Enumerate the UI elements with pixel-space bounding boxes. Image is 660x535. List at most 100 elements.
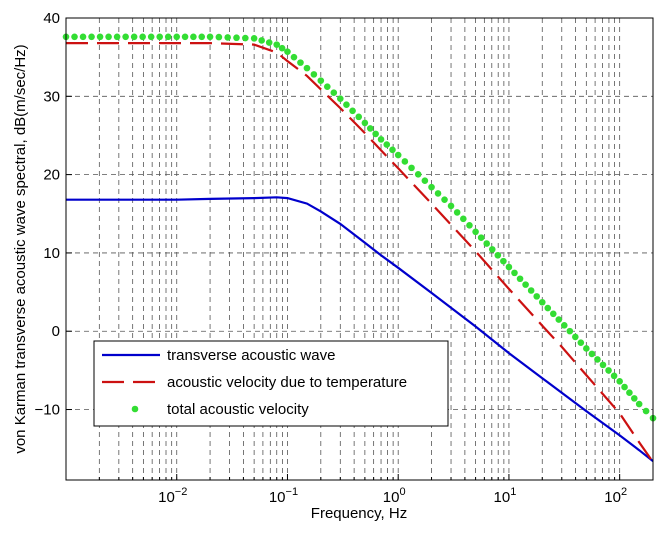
series-layer (62, 33, 657, 463)
series-point-total-acoustic-velocity (361, 119, 369, 127)
series-point-total-acoustic-velocity (494, 251, 502, 259)
axis-ticks: −10 0 10 20 30 40 10−2 10−1 100 101 102 (35, 10, 628, 506)
series-point-total-acoustic-velocity (130, 33, 138, 41)
series-point-total-acoustic-velocity (477, 234, 485, 241)
series-point-total-acoustic-velocity (588, 350, 596, 358)
series-point-total-acoustic-velocity (511, 269, 518, 277)
y-tick-label: 0 (52, 323, 60, 340)
legend-swatch-total-acoustic-velocity (131, 405, 139, 413)
series-point-total-acoustic-velocity (460, 215, 467, 223)
series-point-total-acoustic-velocity (198, 33, 206, 41)
series-point-total-acoustic-velocity (610, 372, 618, 380)
y-tick-label: 30 (43, 88, 60, 105)
series-point-total-acoustic-velocity (372, 130, 379, 138)
series-point-total-acoustic-velocity (258, 37, 265, 44)
series-point-total-acoustic-velocity (555, 316, 563, 323)
series-point-total-acoustic-velocity (577, 339, 585, 346)
plot-frame (65, 17, 654, 481)
series-point-total-acoustic-velocity (96, 33, 104, 41)
series-point-total-acoustic-velocity (441, 196, 448, 203)
series-point-total-acoustic-velocity (505, 263, 513, 271)
series-point-total-acoustic-velocity (566, 327, 574, 335)
y-axis-label: von Karman transverse acoustic wave spec… (12, 44, 29, 453)
series-point-total-acoustic-velocity (366, 125, 374, 132)
series-line-transverse-acoustic-wave (66, 196, 654, 463)
series-point-total-acoustic-velocity (181, 33, 189, 41)
series-point-total-acoustic-velocity (324, 83, 331, 90)
series-point-total-acoustic-velocity (434, 190, 442, 197)
x-tick-label: 100 (383, 486, 406, 506)
series-point-total-acoustic-velocity (349, 107, 356, 115)
series-point-total-acoustic-velocity (594, 356, 601, 363)
series-point-total-acoustic-velocity (583, 345, 590, 352)
series-point-total-acoustic-velocity (343, 101, 350, 109)
series-point-total-acoustic-velocity (310, 71, 318, 78)
series-point-total-acoustic-velocity (139, 33, 146, 41)
series-point-total-acoustic-velocity (605, 367, 612, 374)
series-point-total-acoustic-velocity (278, 44, 286, 52)
series-point-total-acoustic-velocity (642, 407, 650, 415)
series-point-total-acoustic-velocity (303, 64, 311, 72)
series-point-total-acoustic-velocity (544, 304, 552, 312)
series-point-total-acoustic-velocity (421, 177, 429, 185)
series-point-total-acoustic-velocity (635, 400, 643, 408)
series-point-total-acoustic-velocity (401, 158, 409, 165)
series-point-total-acoustic-velocity (105, 33, 112, 41)
grid (66, 18, 653, 480)
series-point-total-acoustic-velocity (560, 322, 568, 329)
series-point-total-acoustic-velocity (533, 293, 541, 300)
series-point-total-acoustic-velocity (330, 89, 338, 96)
series-point-total-acoustic-velocity (164, 33, 172, 41)
series-point-total-acoustic-velocity (414, 170, 422, 178)
y-tick-label: 20 (43, 167, 60, 184)
legend-label-total-acoustic-velocity: total acoustic velocity (167, 401, 309, 418)
series-point-total-acoustic-velocity (122, 33, 129, 41)
legend-label-transverse-acoustic-wave: transverse acoustic wave (167, 347, 335, 364)
series-point-total-acoustic-velocity (355, 113, 363, 121)
y-tick-label: −10 (35, 402, 60, 419)
x-tick-label: 102 (604, 486, 627, 506)
series-point-total-acoustic-velocity (147, 33, 155, 41)
x-tick-label: 10−2 (158, 486, 187, 506)
series-point-total-acoustic-velocity (472, 228, 479, 236)
series-point-total-acoustic-velocity (516, 275, 524, 283)
series-point-total-acoustic-velocity (265, 39, 273, 46)
x-tick-label: 101 (494, 486, 517, 506)
series-point-total-acoustic-velocity (317, 77, 325, 84)
series-point-total-acoustic-velocity (71, 33, 78, 41)
series-point-total-acoustic-velocity (113, 33, 121, 41)
legend: transverse acoustic wave acoustic velocit… (93, 340, 449, 427)
y-tick-label: 40 (43, 10, 60, 27)
series-line-acoustic-velocity-due-to-temperature (66, 42, 654, 463)
series-point-total-acoustic-velocity (394, 151, 402, 159)
series-point-total-acoustic-velocity (522, 281, 529, 288)
series-point-total-acoustic-velocity (466, 222, 473, 229)
series-point-total-acoustic-velocity (527, 287, 535, 294)
series-point-total-acoustic-velocity (616, 378, 623, 385)
series-point-total-acoustic-velocity (336, 95, 344, 102)
series-point-total-acoustic-velocity (630, 395, 638, 402)
series-point-total-acoustic-velocity (500, 257, 507, 265)
x-tick-label: 10−1 (269, 486, 298, 506)
series-point-total-acoustic-velocity (242, 34, 249, 42)
series-point-total-acoustic-velocity (483, 240, 491, 247)
series-point-total-acoustic-velocity (173, 33, 181, 41)
series-point-total-acoustic-velocity (453, 209, 461, 216)
series-point-total-acoustic-velocity (621, 383, 628, 391)
series-point-total-acoustic-velocity (428, 183, 435, 191)
series-point-total-acoustic-velocity (273, 41, 281, 48)
legend-label-acoustic-velocity-due-to-temperature: acoustic velocity due to temperature (167, 374, 407, 391)
series-point-total-acoustic-velocity (79, 33, 87, 41)
series-point-total-acoustic-velocity (626, 389, 633, 396)
series-point-total-acoustic-velocity (215, 33, 223, 41)
series-point-total-acoustic-velocity (290, 53, 298, 61)
series-point-total-acoustic-velocity (233, 34, 240, 42)
x-axis-label: Frequency, Hz (311, 505, 407, 522)
series-point-total-acoustic-velocity (488, 246, 496, 253)
series-point-total-acoustic-velocity (599, 361, 607, 369)
series-point-total-acoustic-velocity (206, 33, 214, 41)
series-point-total-acoustic-velocity (156, 33, 163, 41)
series-point-total-acoustic-velocity (549, 310, 557, 318)
series-point-total-acoustic-velocity (250, 35, 258, 42)
